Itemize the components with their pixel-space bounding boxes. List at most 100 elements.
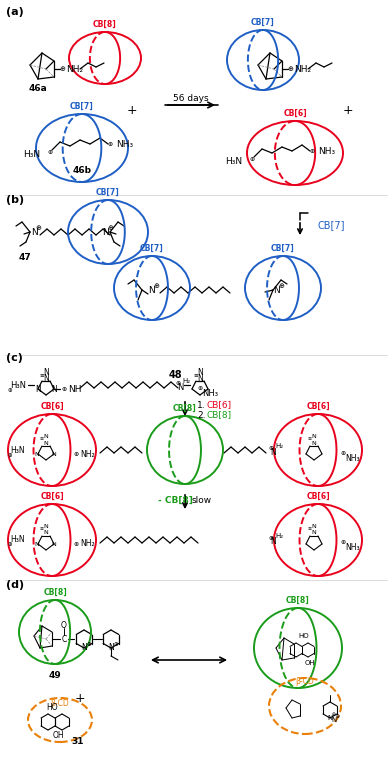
Text: N: N [149, 286, 155, 294]
Text: ≡: ≡ [308, 526, 312, 532]
Text: 47: 47 [19, 253, 31, 261]
Text: ⊕: ⊕ [153, 283, 159, 289]
Text: slow: slow [192, 496, 212, 505]
Text: +: + [127, 103, 137, 116]
Text: NH₂: NH₂ [80, 450, 94, 459]
Text: O: O [61, 620, 67, 630]
Text: ⊕: ⊕ [269, 535, 274, 541]
Text: ⊕: ⊕ [340, 450, 346, 456]
Text: N: N [31, 228, 37, 237]
Text: CB[7]: CB[7] [140, 244, 164, 253]
Text: ⊕: ⊕ [340, 541, 346, 545]
Text: NH₃: NH₃ [318, 146, 335, 155]
Text: CB[6]: CB[6] [207, 401, 232, 410]
Text: 2.: 2. [197, 411, 205, 420]
Text: H₂: H₂ [182, 378, 190, 384]
Text: CB[7]: CB[7] [96, 188, 120, 197]
Text: ⊕: ⊕ [249, 156, 255, 162]
Text: N: N [52, 451, 56, 457]
Text: ⊕: ⊕ [107, 142, 113, 146]
Text: ≡: ≡ [40, 437, 44, 441]
Text: N: N [44, 440, 48, 446]
Text: OH: OH [305, 660, 315, 666]
Text: H₃N: H₃N [23, 149, 40, 159]
Text: CB[8]: CB[8] [93, 20, 117, 29]
Text: ⊕: ⊕ [59, 66, 65, 72]
Text: NH₂: NH₂ [66, 64, 83, 74]
Text: H₃N: H₃N [10, 535, 25, 545]
Text: 46b: 46b [73, 165, 91, 175]
Text: - CB[8]: - CB[8] [158, 496, 193, 505]
Text: HO: HO [46, 703, 58, 712]
Text: N: N [312, 440, 316, 446]
Text: ⊕: ⊕ [107, 225, 113, 231]
Text: N: N [43, 374, 49, 382]
Text: ⊕: ⊕ [8, 453, 12, 457]
Text: 48: 48 [168, 370, 182, 380]
Text: N: N [52, 542, 56, 546]
Text: ⊕: ⊕ [73, 542, 79, 546]
Text: ⊕: ⊕ [8, 542, 12, 548]
Text: NH: NH [68, 385, 82, 394]
Text: ⊕: ⊕ [198, 385, 203, 391]
Text: CB[7]: CB[7] [318, 220, 345, 230]
Text: ⊕: ⊕ [175, 381, 181, 385]
Text: CB[8]: CB[8] [286, 596, 310, 605]
Text: N: N [274, 286, 280, 294]
Text: β-CD: β-CD [51, 699, 69, 709]
Text: 1.: 1. [197, 401, 206, 410]
Text: NH₃: NH₃ [345, 544, 359, 552]
Text: CB[6]: CB[6] [306, 402, 330, 411]
Text: N: N [34, 451, 39, 457]
Text: 46a: 46a [29, 83, 47, 93]
Text: CB[6]: CB[6] [40, 402, 64, 411]
Text: β-CD: β-CD [296, 677, 314, 686]
Text: (d): (d) [6, 580, 24, 590]
Text: ⊕: ⊕ [309, 149, 315, 153]
Text: OH: OH [53, 732, 64, 741]
Text: N: N [270, 447, 276, 457]
Text: CB[7]: CB[7] [271, 244, 295, 253]
Text: ⊕: ⊕ [47, 149, 53, 155]
Text: (b): (b) [6, 195, 24, 205]
Text: N: N [197, 368, 203, 377]
Text: NH₃: NH₃ [116, 139, 133, 149]
Text: ⊕: ⊕ [269, 446, 274, 450]
Text: N: N [327, 715, 333, 721]
Text: ⊕: ⊕ [62, 387, 67, 391]
Text: 31: 31 [72, 738, 84, 747]
Text: N: N [43, 368, 49, 377]
Text: ≡: ≡ [40, 526, 44, 532]
Text: (c): (c) [6, 353, 23, 363]
Text: H₃N: H₃N [225, 156, 242, 165]
Text: N: N [81, 643, 87, 653]
Text: ⊕: ⊕ [35, 225, 41, 231]
Text: N: N [312, 531, 316, 535]
Text: ⊕: ⊕ [287, 66, 293, 72]
Text: CB[7]: CB[7] [70, 102, 94, 111]
Text: (a): (a) [6, 7, 24, 17]
Text: 56 days: 56 days [173, 93, 209, 103]
Text: CB[8]: CB[8] [207, 411, 232, 420]
Text: C: C [62, 634, 67, 643]
Text: ⊕: ⊕ [332, 712, 336, 718]
Text: ≡: ≡ [308, 437, 312, 441]
Text: H₃N: H₃N [10, 381, 26, 389]
Text: N: N [34, 542, 39, 546]
Text: ⊕: ⊕ [8, 388, 12, 392]
Text: ⊕: ⊕ [336, 715, 340, 719]
Text: N: N [108, 643, 114, 653]
Text: N: N [312, 434, 316, 438]
Text: CB[8]: CB[8] [173, 404, 197, 413]
Text: +: + [343, 103, 353, 116]
Text: ⊕: ⊕ [114, 643, 118, 647]
Text: +: + [75, 692, 85, 705]
Text: |: | [183, 496, 187, 506]
Text: ⊕: ⊕ [278, 283, 284, 289]
Text: CB[7]: CB[7] [251, 18, 275, 27]
Text: N: N [177, 382, 183, 391]
Text: H₂: H₂ [275, 443, 283, 449]
Text: N: N [197, 374, 203, 382]
Text: CB[8]: CB[8] [43, 588, 67, 597]
Text: ⊕: ⊕ [73, 451, 79, 457]
